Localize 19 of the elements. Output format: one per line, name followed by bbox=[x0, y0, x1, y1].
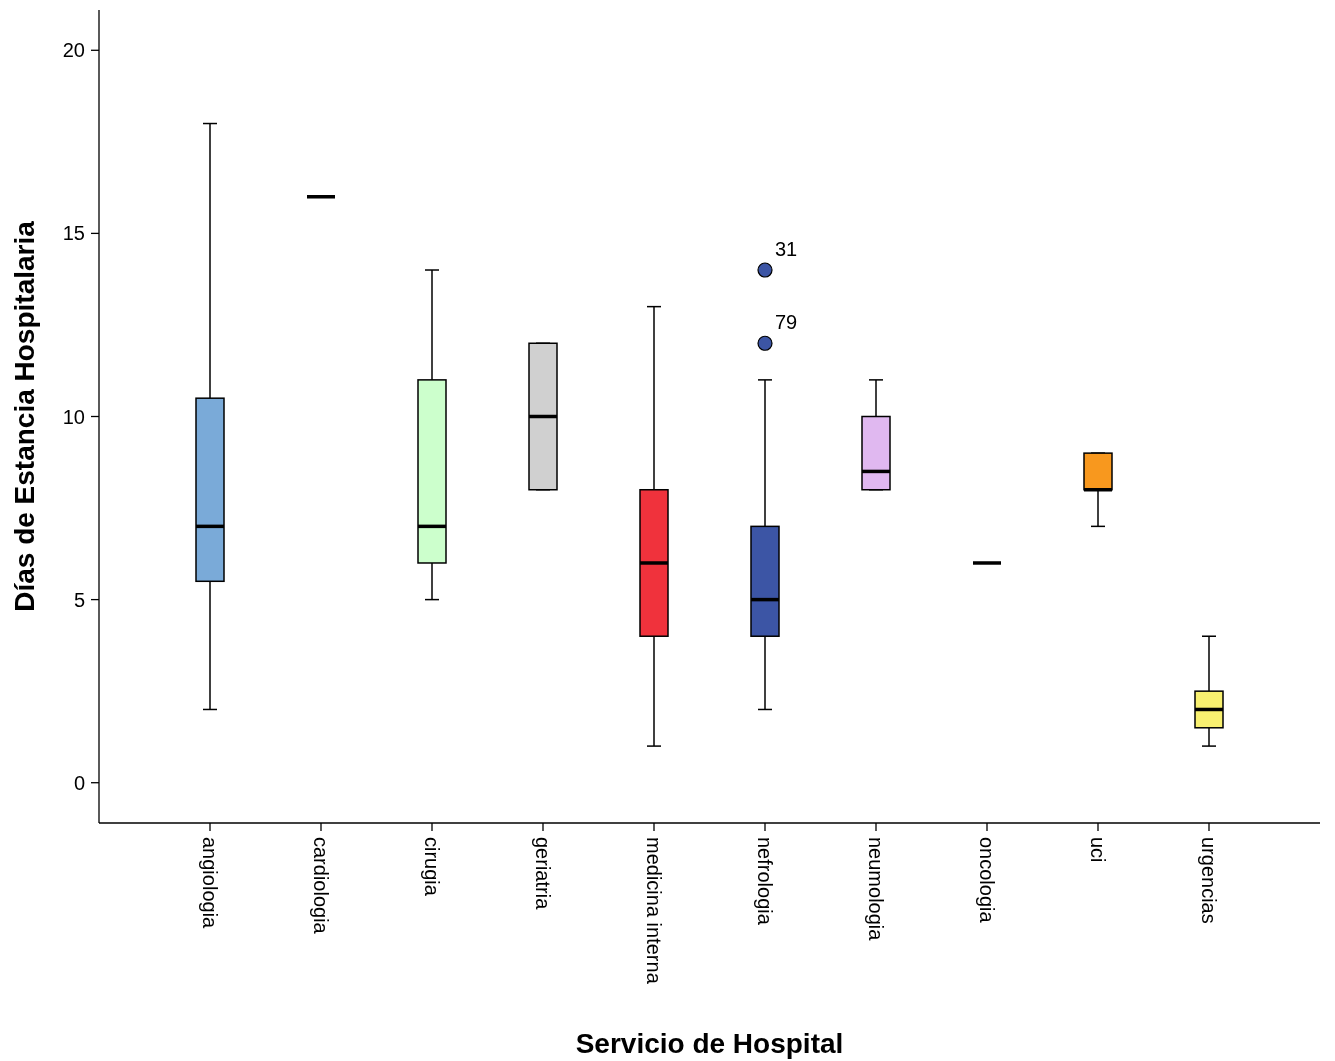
x-tick-label: urgencias bbox=[1198, 837, 1220, 924]
x-tick-label: uci bbox=[1087, 837, 1109, 863]
x-tick-label: geriatria bbox=[532, 837, 554, 911]
x-tick-label: cardiologia bbox=[310, 837, 332, 935]
x-tick-label: nefrologia bbox=[754, 837, 776, 926]
x-axis-title: Servicio de Hospital bbox=[575, 1028, 844, 1059]
annotation: 79 bbox=[775, 311, 798, 334]
y-tick-label: 15 bbox=[62, 222, 85, 245]
y-tick-label: 10 bbox=[62, 405, 85, 428]
x-tick-label: cirugia bbox=[421, 837, 443, 897]
x-tick-label: oncologia bbox=[976, 837, 998, 924]
y-tick-label: 20 bbox=[62, 39, 85, 62]
x-tick-label: medicina interna bbox=[643, 837, 665, 985]
y-axis-title: Días de Estancia Hospitalaria bbox=[9, 220, 40, 612]
x-tick-label: angiologia bbox=[199, 837, 221, 930]
y-tick-label: 0 bbox=[73, 771, 85, 794]
x-tick-label: neumologia bbox=[865, 837, 887, 942]
annotation: 31 bbox=[775, 238, 798, 261]
y-tick-label: 5 bbox=[73, 588, 85, 611]
